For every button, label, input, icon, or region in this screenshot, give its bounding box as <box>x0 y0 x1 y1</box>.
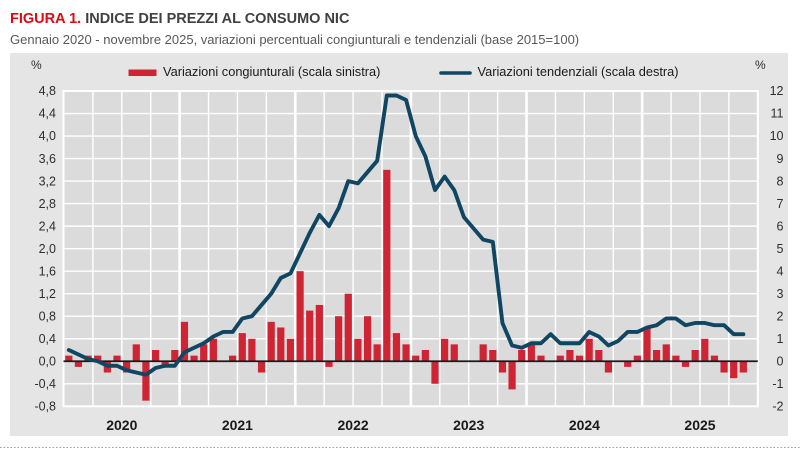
svg-text:Variazioni congiunturali (scal: Variazioni congiunturali (scala sinistra… <box>163 64 380 79</box>
svg-text:FIGURA 1. INDICE DEI PREZZI AL: FIGURA 1. INDICE DEI PREZZI AL CONSUMO N… <box>10 11 350 27</box>
svg-text:0,8: 0,8 <box>39 309 56 323</box>
svg-text:4: 4 <box>777 264 784 278</box>
svg-text:2025: 2025 <box>684 417 715 433</box>
svg-text:4,4: 4,4 <box>39 107 56 121</box>
svg-text:12: 12 <box>770 84 784 98</box>
svg-text:-2: -2 <box>772 400 783 414</box>
svg-text:2,8: 2,8 <box>39 197 56 211</box>
svg-text:2021: 2021 <box>222 417 253 433</box>
svg-text:3,2: 3,2 <box>39 174 56 188</box>
svg-text:-0,8: -0,8 <box>34 400 56 414</box>
svg-text:0,0: 0,0 <box>39 354 56 368</box>
svg-text:1,2: 1,2 <box>39 287 56 301</box>
svg-text:3: 3 <box>777 287 784 301</box>
svg-text:5: 5 <box>777 242 784 256</box>
svg-text:1: 1 <box>777 332 784 346</box>
svg-text:-0,4: -0,4 <box>34 377 56 391</box>
svg-text:4,0: 4,0 <box>39 129 56 143</box>
svg-text:Gennaio 2020 - novembre 2025,: Gennaio 2020 - novembre 2025, variazioni… <box>10 32 579 47</box>
svg-text:3,6: 3,6 <box>39 152 56 166</box>
svg-text:8: 8 <box>777 174 784 188</box>
svg-text:%: % <box>755 58 766 72</box>
svg-text:2022: 2022 <box>338 417 369 433</box>
svg-text:1,6: 1,6 <box>39 264 56 278</box>
svg-text:2023: 2023 <box>453 417 484 433</box>
svg-text:-1: -1 <box>772 377 783 391</box>
svg-text:0,4: 0,4 <box>39 332 56 346</box>
svg-text:6: 6 <box>777 219 784 233</box>
svg-text:9: 9 <box>777 152 784 166</box>
svg-text:2,4: 2,4 <box>39 219 56 233</box>
svg-text:2: 2 <box>777 309 784 323</box>
svg-text:Variazioni tendenziali (scala: Variazioni tendenziali (scala destra) <box>478 64 679 79</box>
svg-text:11: 11 <box>771 107 784 121</box>
svg-text:2,0: 2,0 <box>39 242 56 256</box>
svg-text:%: % <box>31 58 42 72</box>
svg-text:2020: 2020 <box>106 417 137 433</box>
svg-text:4,8: 4,8 <box>39 84 56 98</box>
svg-text:0: 0 <box>777 354 784 368</box>
svg-text:2024: 2024 <box>569 417 600 433</box>
svg-text:10: 10 <box>770 129 784 143</box>
svg-text:7: 7 <box>777 197 784 211</box>
